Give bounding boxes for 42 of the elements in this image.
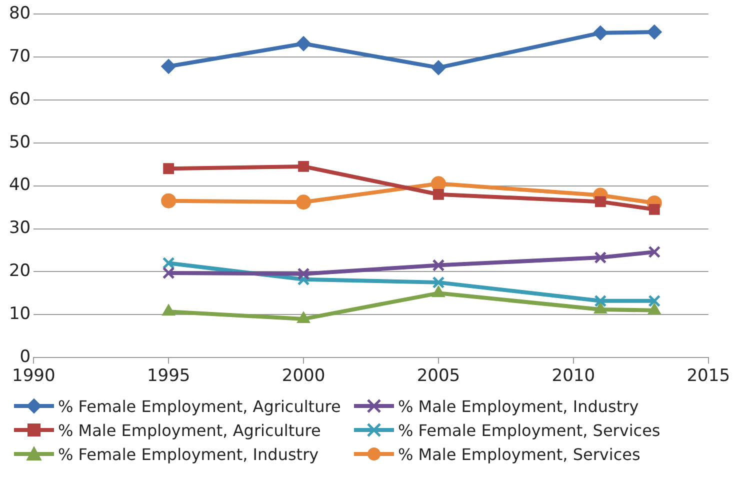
point xyxy=(162,256,175,270)
point xyxy=(433,188,444,200)
point xyxy=(298,161,309,172)
x-tick-label: 1995 xyxy=(146,366,190,386)
legend-label: % Female Employment, Services xyxy=(398,420,660,440)
point xyxy=(594,196,606,208)
point xyxy=(296,194,312,210)
x-tick-label: 2010 xyxy=(552,366,596,386)
y-tick-label: 0 xyxy=(20,347,31,368)
point xyxy=(648,294,661,308)
x-tick-label: 1990 xyxy=(12,366,56,386)
point xyxy=(432,276,445,289)
point xyxy=(594,294,607,308)
legend-label: % Male Employment, Services xyxy=(398,444,640,464)
point xyxy=(161,193,176,208)
legend-label: % Female Employment, Agriculture xyxy=(58,396,341,416)
point xyxy=(162,266,175,280)
point xyxy=(161,58,176,74)
x-tick-label: 2005 xyxy=(416,366,460,386)
y-tick-label: 20 xyxy=(8,261,31,282)
point xyxy=(297,268,310,280)
legend-label: % Male Employment, Industry xyxy=(398,396,639,416)
y-tick-label: 10 xyxy=(8,304,31,324)
legend-label: % Male Employment, Agriculture xyxy=(58,420,321,440)
point xyxy=(592,25,608,40)
point xyxy=(432,259,445,272)
y-tick-label: 60 xyxy=(8,89,31,110)
x-tick-label: 2000 xyxy=(282,366,326,386)
y-tick-label: 30 xyxy=(8,218,31,238)
y-tick-label: 70 xyxy=(8,46,31,66)
point xyxy=(648,204,660,215)
y-tick-label: 50 xyxy=(8,132,31,152)
point xyxy=(594,251,607,264)
point xyxy=(646,24,662,40)
legend-label: % Female Employment, Industry xyxy=(58,444,319,464)
y-tick-label: 80 xyxy=(8,3,31,24)
x-tick-label: 2015 xyxy=(686,366,730,386)
point xyxy=(296,36,312,52)
y-tick-label: 40 xyxy=(8,175,31,196)
point xyxy=(163,163,174,174)
point xyxy=(648,246,661,258)
point xyxy=(430,60,446,76)
